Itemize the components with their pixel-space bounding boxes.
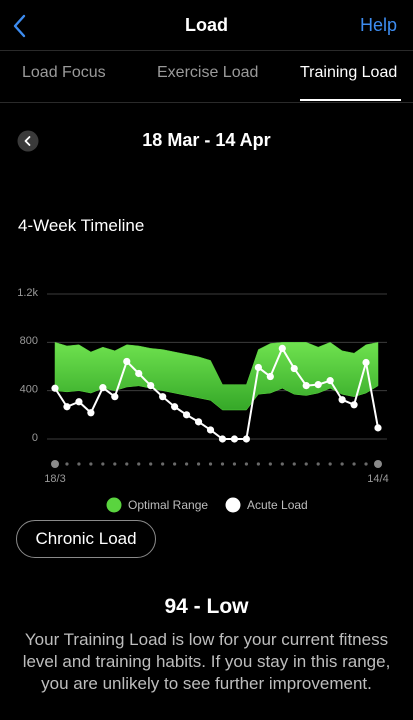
acute-load-point xyxy=(135,369,143,378)
load-score: 94 - Low xyxy=(164,595,249,618)
acute-load-point xyxy=(302,381,310,390)
x-tick-dot xyxy=(196,462,201,466)
x-tick-dot xyxy=(173,462,177,466)
tab-active[interactable]: Training Load xyxy=(300,64,398,81)
x-tick-dot xyxy=(89,462,93,466)
x-tick-dot xyxy=(268,462,272,466)
x-tick-dot xyxy=(208,462,213,466)
x-tick-dot xyxy=(280,462,284,466)
x-tick-dot xyxy=(316,462,320,466)
x-tick-dot xyxy=(184,462,189,466)
acute-load-point xyxy=(111,393,119,401)
acute-load-point xyxy=(63,403,71,411)
acute-load-point xyxy=(218,435,227,443)
optimal-range-band xyxy=(54,341,379,411)
x-tick-dot xyxy=(149,462,153,466)
x-tick-label: 18/3 xyxy=(44,473,65,485)
x-tick-dot xyxy=(304,462,308,466)
legend-label: Optimal Range xyxy=(128,498,208,512)
x-tick-dot xyxy=(256,462,260,466)
acute-load-point xyxy=(99,384,107,392)
x-tick-dot xyxy=(352,462,356,466)
x-tick-dot xyxy=(374,460,382,468)
y-tick-label: 1.2k xyxy=(17,287,38,299)
x-tick-dot xyxy=(244,462,249,466)
acute-load-point xyxy=(290,364,298,373)
legend-swatch xyxy=(106,497,122,513)
x-tick-dot xyxy=(232,462,237,466)
x-tick-dot xyxy=(113,462,117,466)
x-tick-dot xyxy=(220,462,225,466)
acute-load-point xyxy=(326,377,334,385)
tab[interactable]: Exercise Load xyxy=(157,64,259,81)
acute-load-point xyxy=(159,393,167,401)
acute-load-point xyxy=(182,411,191,419)
x-tick-dot xyxy=(65,462,69,466)
acute-load-point xyxy=(374,424,382,432)
tab[interactable]: Load Focus xyxy=(22,64,106,81)
acute-load-point xyxy=(362,358,370,367)
acute-load-point xyxy=(147,381,155,390)
acute-load-point xyxy=(51,384,59,392)
acute-load-line xyxy=(54,347,379,440)
acute-load-point xyxy=(314,381,322,389)
x-tick-dot xyxy=(137,462,141,466)
acute-load-point xyxy=(242,435,251,443)
x-tick-dot xyxy=(125,462,129,466)
y-tick-label: 0 xyxy=(32,432,38,444)
x-tick-dot xyxy=(77,462,81,466)
y-tick-label: 400 xyxy=(20,384,38,396)
x-tick-dot xyxy=(340,462,344,466)
x-tick-dot xyxy=(161,462,165,466)
date-range: 18 Mar - 14 Apr xyxy=(142,130,271,150)
acute-load-point xyxy=(338,396,346,404)
acute-load-point xyxy=(171,403,179,411)
acute-load-point xyxy=(230,435,239,443)
y-tick-label: 800 xyxy=(20,335,38,347)
acute-load-point xyxy=(123,357,131,366)
section-title: 4-Week Timeline xyxy=(18,216,145,235)
x-tick-label: 14/4 xyxy=(367,473,388,485)
acute-load-point xyxy=(254,363,262,372)
x-tick-dot xyxy=(364,462,368,466)
acute-load-point xyxy=(87,409,95,417)
header-title: Load xyxy=(185,15,228,35)
x-tick-dot xyxy=(51,460,59,468)
acute-load-point xyxy=(206,426,215,434)
divider xyxy=(0,50,413,51)
tab-underline xyxy=(300,99,401,101)
divider xyxy=(0,102,413,103)
help-button[interactable]: Help xyxy=(359,15,397,35)
x-tick-dot xyxy=(101,462,105,466)
acute-load-point xyxy=(194,418,203,426)
previous-period-button[interactable] xyxy=(17,130,39,152)
chronic-load-button[interactable]: Chronic Load xyxy=(16,520,156,558)
acute-load-point xyxy=(266,372,274,381)
legend-swatch xyxy=(225,497,241,513)
x-tick-dot xyxy=(292,462,296,466)
back-button[interactable] xyxy=(8,12,32,40)
x-tick-dot xyxy=(328,462,332,466)
summary-text: Your Training Load is low for your curre… xyxy=(22,630,391,693)
acute-load-point xyxy=(278,344,286,352)
legend-label: Acute Load xyxy=(247,498,308,512)
acute-load-point xyxy=(75,398,83,406)
acute-load-point xyxy=(350,401,358,409)
